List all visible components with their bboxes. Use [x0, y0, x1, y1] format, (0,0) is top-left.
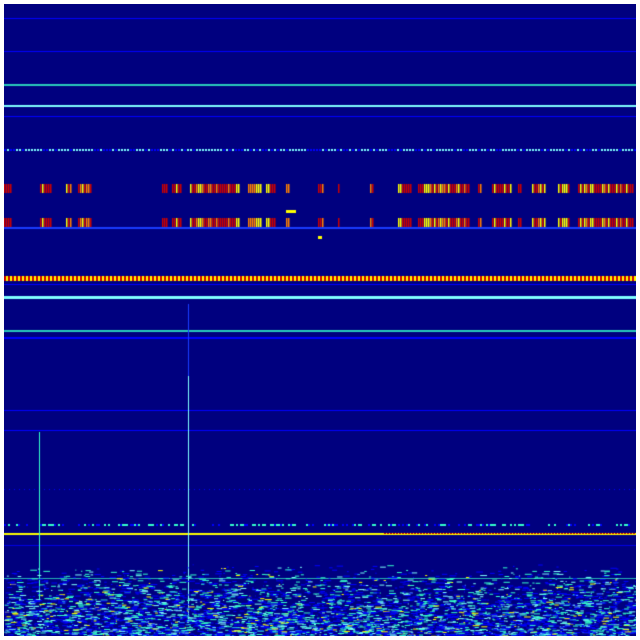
- spectrogram-heatmap: [4, 4, 636, 636]
